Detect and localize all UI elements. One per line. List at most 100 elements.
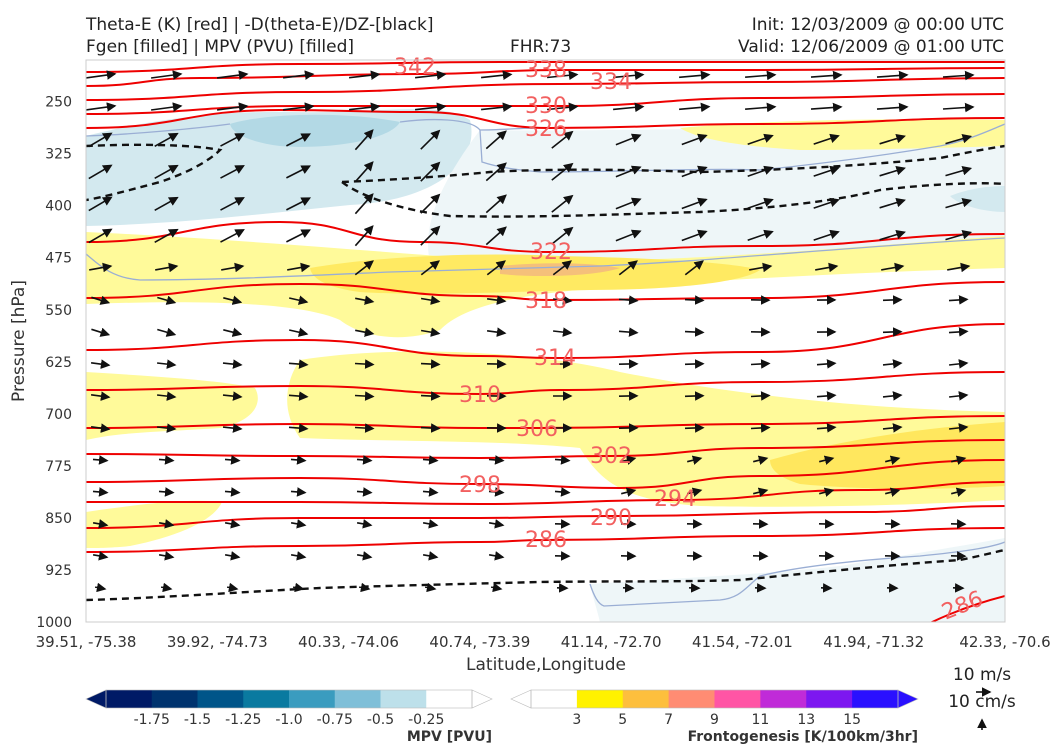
wind-vector	[154, 132, 179, 147]
wind-vector	[222, 359, 243, 369]
theta-e-label-298: 298	[459, 473, 501, 498]
theta-e-contour-302	[86, 439, 1005, 460]
wind-vector	[816, 391, 837, 401]
wind-vector	[356, 551, 373, 561]
wind-vector	[553, 295, 573, 305]
title-line-2: Fgen [filled] | MPV (PVU) [filled]	[86, 37, 355, 57]
colorbar-swatch	[106, 690, 153, 708]
wind-vector	[948, 327, 969, 337]
wind-vector	[157, 359, 177, 369]
wind-vector	[158, 455, 175, 465]
wind-vector	[810, 102, 843, 113]
wind-vector	[945, 230, 973, 241]
wind-vector	[158, 551, 175, 561]
colorbar-extend-arrow	[85, 689, 107, 709]
wind-vector	[90, 359, 111, 369]
colorbar-swatch	[576, 690, 624, 708]
wind-vector	[289, 327, 309, 337]
wind-vector	[942, 70, 975, 81]
y-tick-label: 850	[45, 511, 72, 527]
wind-vector	[355, 327, 375, 337]
wind-vector	[813, 229, 840, 241]
wind-vector	[819, 455, 835, 465]
wind-vector	[488, 519, 505, 529]
theta-e-label-286: 286	[525, 528, 567, 553]
wind-vector	[750, 359, 771, 369]
wind-vector	[356, 519, 373, 529]
wind-vector	[481, 70, 513, 81]
colorbar-tick-label: 11	[751, 712, 769, 728]
wind-vector	[90, 423, 111, 433]
wind-vector	[420, 193, 441, 214]
wind-vector	[286, 165, 312, 179]
wind-vector	[420, 359, 441, 369]
wind-vector	[154, 196, 179, 211]
wind-vector	[290, 519, 307, 529]
wind-vector	[882, 423, 903, 433]
wind-vector	[951, 487, 967, 497]
wind-vector	[813, 165, 840, 177]
wind-vector	[679, 70, 711, 81]
wind-vector	[290, 455, 307, 465]
x-tick-label: 41.54, -72.01	[692, 633, 793, 651]
wind-vector	[613, 102, 645, 113]
wind-vector	[945, 198, 973, 209]
colorbar-extend-arrow	[897, 689, 919, 709]
mpv-fill-upper-core	[230, 114, 400, 147]
wind-vector	[684, 260, 704, 276]
wind-vector	[224, 487, 241, 497]
colorbar-tick-label: 15	[843, 712, 861, 728]
x-tick-label: 41.14, -72.70	[561, 633, 662, 651]
wind-vector	[154, 164, 179, 179]
wind-vector	[158, 487, 175, 497]
wind-vector	[551, 130, 574, 149]
colorbar-swatch	[380, 690, 427, 708]
wind-vector	[220, 197, 245, 211]
theta-e-contour-322	[86, 220, 1005, 254]
wind-vector	[286, 229, 312, 243]
wind-vector	[88, 228, 113, 244]
wind-vector	[747, 133, 774, 146]
wind-vector	[424, 582, 437, 593]
wind-vector	[547, 70, 579, 81]
wind-vector	[681, 165, 708, 178]
wind-vector	[882, 327, 903, 337]
wind-vector	[157, 327, 177, 337]
wind-vector	[882, 295, 903, 305]
wind-vector	[615, 197, 642, 210]
wind-vector	[816, 359, 837, 369]
wind-vector	[681, 229, 708, 242]
wind-vector	[354, 359, 375, 369]
colorbar-tick-label: 13	[797, 712, 815, 728]
wind-vector	[618, 260, 638, 276]
colorbar-swatch	[151, 690, 198, 708]
wind-vector	[684, 391, 705, 401]
colorbar-swatch	[531, 690, 578, 708]
wind-vector	[226, 582, 239, 593]
wind-vector	[949, 359, 969, 369]
theta-e-label-322: 322	[530, 240, 572, 265]
wind-vector	[551, 162, 574, 181]
wind-vector	[816, 423, 837, 433]
wind-vector	[292, 582, 305, 593]
wind-vector	[422, 551, 439, 561]
y-tick-label: 400	[45, 199, 72, 215]
colorbar-tick-label: -0.5	[367, 712, 394, 728]
y-axis-label: Pressure [hPa]	[9, 280, 29, 402]
y-tick-label: 625	[45, 355, 72, 371]
colorbar-swatch	[197, 690, 244, 708]
wind-vector	[615, 165, 642, 178]
wind-vector	[157, 423, 177, 433]
wind-ref-horizontal-label: 10 m/s	[953, 665, 1011, 685]
wind-vector	[481, 102, 513, 113]
wind-vector	[287, 262, 311, 273]
wind-vector	[753, 487, 769, 497]
theta-e-label-326: 326	[525, 117, 567, 142]
wind-vector	[949, 391, 969, 401]
colorbar-extend-arrow	[471, 689, 493, 709]
theta-e-label-306: 306	[516, 417, 558, 442]
wind-vector	[951, 455, 967, 465]
wind-vector	[681, 133, 708, 146]
wind-vector	[288, 423, 309, 433]
theta-e-label-342: 342	[394, 55, 436, 80]
